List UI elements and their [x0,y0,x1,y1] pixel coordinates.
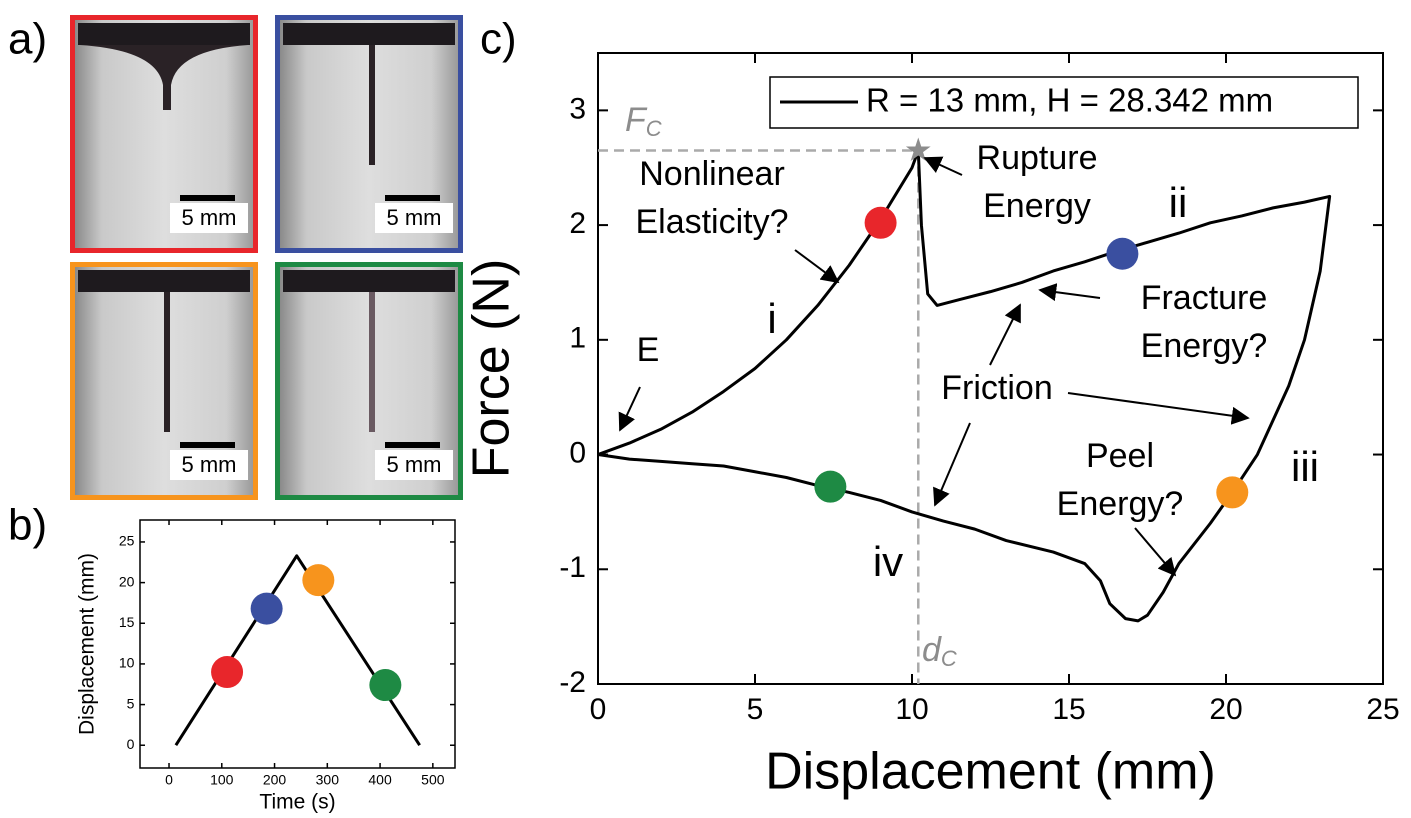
y-tick-label: -1 [559,551,586,584]
annotation: ii [1169,179,1188,226]
scale-label: 5 mm [182,205,237,230]
x-tick-label: 20 [1209,693,1242,726]
annotation-arrow [989,303,1021,366]
annotation: i [767,295,776,342]
scale-box [170,203,248,233]
image-panel: 5 mm [70,262,258,500]
x-tick-label: 25 [1366,693,1399,726]
y-tick-label: 1 [569,322,586,355]
scale-box [375,203,453,233]
label-sub: C [941,646,957,671]
label-sub: C [646,116,662,141]
label-main: d [922,631,942,669]
y-tick-label: 15 [119,614,135,630]
gel-top [78,270,250,292]
image-panel: 5 mm [70,15,258,253]
critical-label: FC [625,101,662,141]
annotation: Energy? [1057,485,1184,523]
marker [1216,476,1249,509]
annotation: Elasticity? [635,203,788,241]
annotation-arrow [618,386,641,432]
x-tick-label: 10 [895,693,928,726]
annotation: iv [873,538,903,585]
y-tick-label: 5 [127,695,135,711]
x-tick-label: 500 [421,771,445,787]
y-axis-label: Force (N) [463,259,521,479]
annotation: Fracture [1141,279,1268,317]
marker [864,206,897,239]
annotation-arrow [1134,527,1177,577]
x-tick-label: 300 [316,771,340,787]
panel-label: b) [8,501,47,550]
annotation: Friction [941,369,1052,407]
data-line [597,149,1332,623]
critical-point [905,137,931,162]
annotation-arrow [923,156,963,176]
annotation: Nonlinear [639,155,785,193]
annotation: Energy? [1141,327,1268,365]
marker [250,592,283,625]
x-tick-label: 0 [165,771,173,787]
annotation-arrow [933,422,971,507]
x-tick-label: 100 [210,771,234,787]
gel-top [283,23,455,45]
scale-label: 5 mm [387,205,442,230]
y-tick-label: 3 [569,92,586,125]
marker [1106,237,1139,270]
legend-label: R = 13 mm, H = 28.342 mm [866,82,1273,119]
annotation-arrow [1067,392,1250,425]
y-tick-label: 25 [119,533,135,549]
plot-frame [139,519,456,769]
annotation: E [637,331,660,369]
y-tick-label: 0 [127,736,135,752]
gel-top [78,23,250,45]
x-tick-label: 200 [263,771,287,787]
y-tick-label: 20 [119,573,135,589]
fracture [164,292,170,432]
x-tick-label: 5 [747,693,764,726]
annotation-arrow [1038,283,1101,302]
critical-label: dC [922,631,957,671]
legend-box [769,76,1359,129]
marker [211,656,244,689]
marker [369,669,402,702]
gel-top [283,270,455,292]
y-axis-label: Displacement (mm) [76,553,99,735]
x-axis-label: Displacement (mm) [765,743,1216,801]
panel-label: c) [480,15,517,64]
scale-label: 5 mm [182,452,237,477]
marker [302,564,335,597]
y-tick-label: 0 [569,436,586,469]
x-tick-label: 400 [368,771,392,787]
y-tick-label: 10 [119,655,135,671]
image-panel: 5 mm [275,15,463,253]
fracture [369,45,375,165]
panel-label: a) [8,15,47,64]
annotation: Energy [983,187,1091,225]
x-tick-label: 0 [590,693,607,726]
fracture [369,292,375,432]
annotation: Rupture [977,139,1098,177]
scale-box [170,450,248,480]
x-axis-label: Time (s) [259,791,335,814]
fracture [80,45,248,110]
annotation: iii [1291,443,1319,490]
scale-label: 5 mm [387,452,442,477]
annotation: Peel [1086,437,1154,475]
scale-box [375,450,453,480]
annotation-arrow [794,249,840,284]
marker [814,470,847,503]
y-tick-label: 2 [569,207,586,240]
label-main: F [625,101,648,139]
x-tick-label: 15 [1052,693,1085,726]
y-tick-label: -2 [559,666,586,699]
data-line [174,554,421,747]
image-panel: 5 mm [275,262,463,500]
plot-frame [597,52,1384,685]
